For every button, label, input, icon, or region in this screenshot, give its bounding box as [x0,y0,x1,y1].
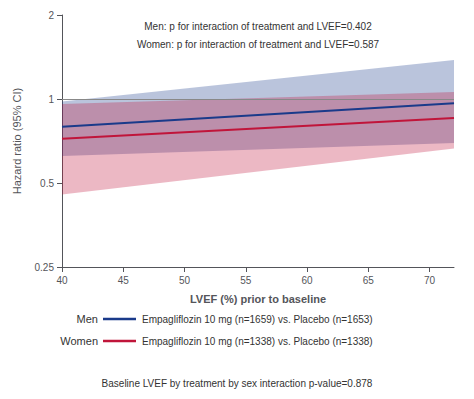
svg-text:1: 1 [48,94,54,105]
svg-text:0.25: 0.25 [35,262,55,273]
svg-text:65: 65 [363,275,375,286]
svg-text:Men: p for interaction of trea: Men: p for interaction of treatment and … [144,21,372,32]
svg-text:Men: Men [77,313,98,325]
svg-text:50: 50 [179,275,191,286]
svg-text:55: 55 [240,275,252,286]
svg-text:Baseline LVEF by treatment by: Baseline LVEF by treatment by sex intera… [102,378,373,389]
svg-text:LVEF (%) prior to baseline: LVEF (%) prior to baseline [190,293,326,305]
svg-text:70: 70 [424,275,436,286]
svg-text:60: 60 [301,275,313,286]
svg-text:0.5: 0.5 [40,178,54,189]
svg-text:Empagliflozin 10 mg (n=1338) v: Empagliflozin 10 mg (n=1338) vs. Placebo… [142,336,373,347]
svg-text:45: 45 [118,275,130,286]
svg-text:40: 40 [56,275,68,286]
svg-text:Women: p for interaction of tr: Women: p for interaction of treatment an… [137,39,380,50]
svg-text:Empagliflozin 10 mg (n=1659) v: Empagliflozin 10 mg (n=1659) vs. Placebo… [142,314,373,325]
svg-text:2: 2 [48,10,54,21]
svg-text:Hazard ratio (95% CI): Hazard ratio (95% CI) [11,88,23,194]
svg-text:Women: Women [60,335,98,347]
